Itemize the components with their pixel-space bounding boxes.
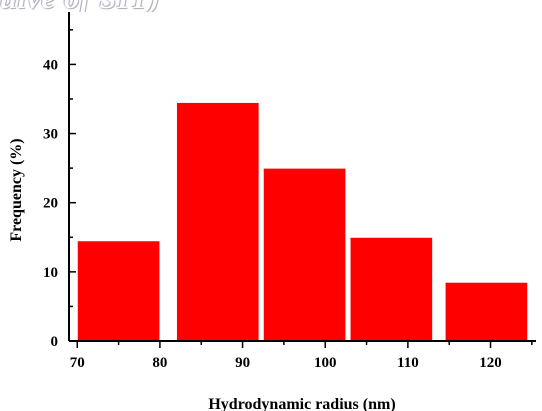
bar-3: [349, 236, 434, 342]
watermark-banner: ulve of SIT): [0, 0, 230, 12]
x-tick-label: 90: [235, 355, 250, 371]
y-axis-label: Frequency (%): [8, 138, 25, 241]
bars-layer: [76, 101, 529, 342]
y-tick-label: 0: [51, 334, 59, 350]
bar-1: [175, 101, 260, 342]
ticks-layer: 0 10 20 30 40 70 80 90 100 110 120: [43, 29, 533, 371]
x-tick-label: 110: [397, 355, 419, 371]
x-tick-label: 70: [70, 355, 85, 371]
y-tick-label: 30: [43, 127, 58, 143]
x-tick-label: 100: [314, 355, 337, 371]
y-tick-label: 20: [43, 196, 58, 212]
bar-2: [262, 167, 347, 342]
axes-layer: [68, 12, 536, 342]
x-tick-label: 120: [479, 355, 502, 371]
bar-4: [444, 281, 529, 342]
bar-0: [76, 240, 161, 342]
y-tick-label: 40: [43, 57, 58, 73]
x-axis-label: Hydrodynamic radius (nm): [208, 396, 395, 411]
x-tick-label: 80: [152, 355, 167, 371]
y-tick-label: 10: [43, 265, 58, 281]
